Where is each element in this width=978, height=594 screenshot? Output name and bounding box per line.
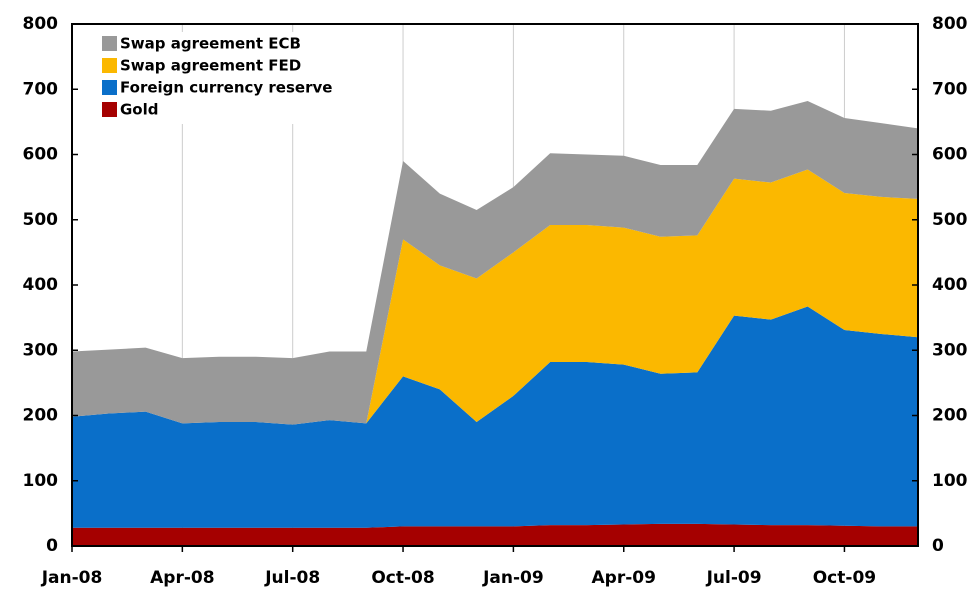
y-tick-label: 300 (23, 340, 59, 360)
y2-tick-label: 700 (932, 79, 968, 99)
area (72, 523, 918, 546)
legend-label: Foreign currency reserve (120, 79, 332, 97)
y2-tick-label: 100 (932, 471, 968, 491)
y-tick-label: 400 (23, 275, 59, 295)
y2-tick-label: 300 (932, 340, 968, 360)
x-tick-label: Apr-08 (150, 568, 214, 588)
y-tick-label: 700 (23, 79, 59, 99)
y2-tick-label: 600 (932, 145, 968, 165)
legend-bg (96, 32, 386, 124)
y-tick-label: 200 (23, 406, 59, 426)
x-tick-label: Oct-09 (813, 568, 876, 588)
y-tick-label: 500 (23, 210, 59, 230)
plot-frame (71, 23, 919, 547)
legend-swatch (102, 102, 117, 117)
legend-swatch (102, 80, 117, 95)
legend-label: Swap agreement ECB (120, 35, 301, 53)
y-tick-label: 100 (23, 471, 59, 491)
x-tick-label: Jul-09 (706, 568, 762, 588)
y-tick-label: 800 (23, 14, 59, 34)
y2-tick-label: 200 (932, 406, 968, 426)
area (72, 100, 918, 425)
area (72, 169, 918, 425)
legend-swatch (102, 58, 117, 73)
x-tick-label: Oct-08 (371, 568, 434, 588)
x-tick-label: Jul-08 (264, 568, 320, 588)
x-tick-label: Jan-08 (41, 568, 103, 588)
legend-label: Gold (120, 101, 159, 119)
y2-tick-label: 400 (932, 275, 968, 295)
y2-tick-label: 800 (932, 14, 968, 34)
x-tick-label: Jan-09 (482, 568, 544, 588)
y2-tick-label: 0 (932, 536, 944, 556)
area (72, 306, 918, 528)
y-tick-label: 600 (23, 145, 59, 165)
legend-label: Swap agreement FED (120, 57, 301, 75)
x-tick-label: Apr-09 (592, 568, 656, 588)
y2-tick-label: 500 (932, 210, 968, 230)
legend-swatch (102, 36, 117, 51)
y-tick-label: 0 (46, 536, 58, 556)
